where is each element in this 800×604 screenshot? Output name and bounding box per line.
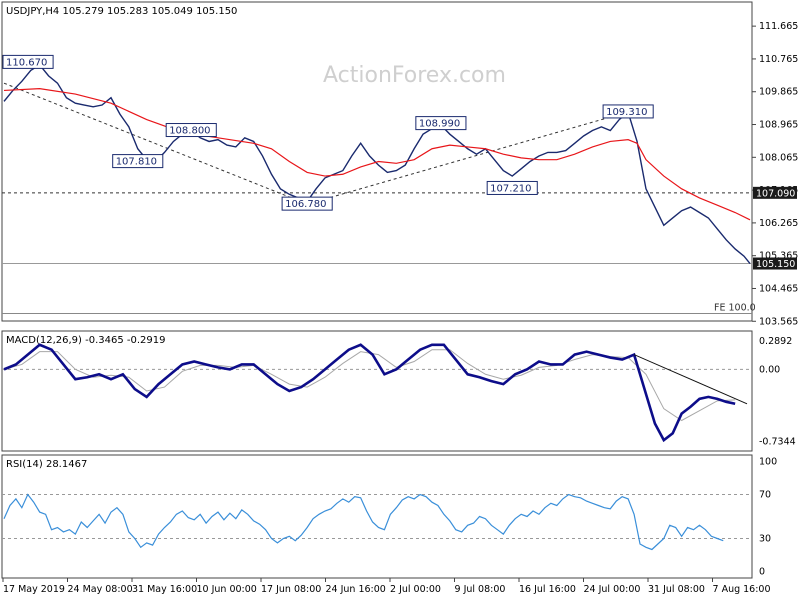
- swing-label-box: [112, 154, 164, 169]
- level-price-tag: [753, 186, 797, 199]
- price-tick-label: 110.765: [759, 54, 798, 65]
- price-tick-label: 103.565: [759, 316, 798, 327]
- price-panel-title: USDJPY,H4 105.279 105.283 105.049 105.15…: [6, 6, 237, 17]
- swing-label-text: 107.810: [116, 157, 157, 168]
- x-tick-label: 17 Jun 08:00: [261, 584, 321, 595]
- swing-label-box: [281, 196, 333, 211]
- price-tick-label: 108.065: [759, 152, 798, 163]
- x-axis: 17 May 2019 24 May 08:00 31 May 16:00 10 Ju…: [2, 578, 771, 595]
- swing-label-text: 107.210: [490, 183, 531, 194]
- macd-tick-label: -0.7344: [759, 437, 796, 448]
- swing-label-box: [2, 54, 54, 69]
- rsi-tick-label: 70: [759, 490, 771, 501]
- price-tick-label: 106.265: [759, 218, 798, 229]
- level-label-box: 107.090: [753, 186, 797, 199]
- swing-label: 108.800: [165, 123, 217, 138]
- x-tick-label: 24 May 08:00: [68, 584, 133, 595]
- rsi-tick-label: 100: [759, 457, 777, 468]
- price-tick-label: 105.365: [759, 251, 798, 262]
- macd-panel-frame: [1, 330, 753, 452]
- x-tick-label: 17 May 2019: [3, 584, 65, 595]
- swing-label-text: 106.780: [285, 199, 326, 210]
- current-price-tag: [753, 257, 797, 270]
- x-tick-label: 7 Aug 16:00: [713, 584, 771, 595]
- macd-panel-title: MACD(12,26,9) -0.3465 -0.2919: [6, 335, 166, 346]
- swing-label-box: [165, 123, 217, 138]
- x-tick-label: 31 May 16:00: [132, 584, 197, 595]
- macd-y-axis: 0.2892 0.00 -0.7344: [759, 336, 796, 448]
- fe-label: FE 100.0: [714, 302, 756, 313]
- swing-label-text: 110.670: [6, 57, 47, 68]
- x-tick-label: 16 Jul 16:00: [519, 584, 576, 595]
- price-panel-frame: [1, 1, 753, 322]
- swing-label-box: [486, 180, 538, 195]
- swing-label-box: [415, 116, 467, 131]
- swing-label-text: 109.310: [606, 107, 647, 118]
- swing-label: 108.990: [415, 116, 467, 131]
- x-tick-label: 31 Jul 08:00: [648, 584, 705, 595]
- swing-label: 107.210: [486, 180, 538, 195]
- rsi-level-lines: [2, 494, 752, 539]
- current-price-box: 105.150: [753, 257, 797, 270]
- price-tick-label: 104.465: [759, 283, 798, 294]
- rsi-panel: RSI(14) 28.1467 100 70 30 0: [1, 454, 777, 579]
- macd-tick-label: 0.00: [759, 364, 780, 375]
- rsi-tick-label: 30: [759, 534, 771, 545]
- x-tick-label: 9 Jul 08:00: [455, 584, 506, 595]
- price-panel: ActionForex.com USDJPY,H4 105.279 105.28…: [1, 1, 798, 327]
- trendline-segment: [3, 82, 308, 205]
- macd-tick-label: 0.2892: [759, 336, 792, 347]
- swing-label: 109.310: [602, 104, 654, 119]
- price-tick-label: 111.665: [759, 21, 798, 32]
- price-tick-label: 108.965: [759, 120, 798, 131]
- macd-panel: MACD(12,26,9) -0.3465 -0.2919 0.2892 0.00…: [1, 330, 796, 452]
- x-tick-label: 24 Jul 00:00: [584, 584, 641, 595]
- current-price-text: 105.150: [756, 259, 795, 270]
- watermark: ActionForex.com: [323, 63, 506, 88]
- rsi-y-axis: 100 70 30 0: [759, 457, 777, 578]
- macd-trendline: [633, 354, 748, 405]
- swing-labels: 110.670 108.800 107.810 106.780 108.990 107.2…: [2, 54, 654, 211]
- swing-label: 106.780: [281, 196, 333, 211]
- x-tick-label: 10 Jun 00:00: [197, 584, 257, 595]
- rsi-panel-title: RSI(14) 28.1467: [6, 459, 87, 470]
- swing-label-box: [602, 104, 654, 119]
- swing-label: 110.670: [2, 54, 54, 69]
- swing-label: 107.810: [112, 154, 164, 169]
- swing-label-text: 108.800: [169, 126, 210, 137]
- swing-label-text: 108.990: [419, 119, 460, 130]
- rsi-tick-label: 0: [759, 567, 765, 578]
- price-tick-label: 109.865: [759, 87, 798, 98]
- rsi-panel-frame: [1, 454, 753, 579]
- x-tick-label: 2 Jul 00:00: [390, 584, 441, 595]
- macd-main-series: [3, 343, 736, 443]
- x-tick-label: 24 Jun 16:00: [326, 584, 386, 595]
- trendline-segment: [307, 111, 629, 205]
- rsi-series: [3, 493, 724, 551]
- level-price-text: 107.090: [756, 188, 795, 199]
- moving-average-series: [3, 88, 751, 221]
